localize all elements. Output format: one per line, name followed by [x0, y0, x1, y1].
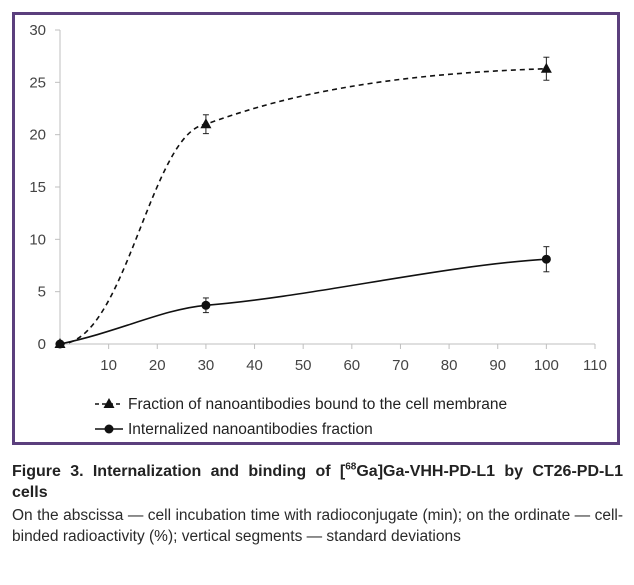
y-tick-label: 30 — [29, 22, 46, 39]
y-tick-label: 10 — [29, 231, 46, 248]
caption-description: On the abscissa — cell incubation time w… — [12, 507, 623, 545]
legend-marker — [103, 398, 115, 408]
y-tick-label: 20 — [29, 127, 46, 144]
y-tick-label: 0 — [38, 336, 46, 353]
figure-caption: Figure 3. Internalization and binding of… — [12, 461, 623, 547]
x-tick-label: 40 — [246, 357, 263, 374]
data-point — [55, 339, 65, 349]
data-point — [200, 118, 212, 129]
x-tick-label: 110 — [583, 357, 607, 374]
chart-series — [54, 56, 552, 349]
chart-axes: 0 5 10 15 20 25 30 10 20 30 40 50 60 70 80 90 100 110 — [29, 22, 607, 374]
data-point — [541, 254, 551, 264]
caption-title-suffix: Ga]Ga-VHH-PD-L1 by CT26-PD-L1 cells — [12, 463, 624, 501]
caption-title: Figure 3. Internalization and binding of… — [12, 461, 623, 503]
x-tick-label: 20 — [149, 357, 166, 374]
y-tick-label: 15 — [29, 179, 46, 196]
data-point — [201, 300, 211, 310]
chart-frame: 0 5 10 15 20 25 30 10 20 30 40 50 60 70 80 90 100 110 Fra… — [12, 12, 620, 445]
y-tick-label: 25 — [29, 74, 46, 91]
x-tick-label: 100 — [534, 357, 559, 374]
legend-label: Internalized nanoantibodies fraction — [128, 421, 373, 438]
legend-label: Fraction of nanoantibodies bound to the … — [128, 396, 507, 413]
x-tick-label: 60 — [343, 357, 360, 374]
x-tick-label: 30 — [198, 357, 215, 374]
x-tick-label: 70 — [392, 357, 409, 374]
legend-marker — [104, 424, 114, 434]
caption-title-superscript: 68 — [345, 461, 357, 473]
x-tick-label: 10 — [100, 357, 117, 374]
x-tick-label: 50 — [295, 357, 312, 374]
x-tick-label: 80 — [441, 357, 458, 374]
x-tick-label: 90 — [489, 357, 506, 374]
series-line-1 — [59, 67, 547, 345]
chart-legend: Fraction of nanoantibodies bound to the … — [95, 396, 507, 438]
y-tick-label: 5 — [38, 284, 46, 301]
data-point — [540, 62, 552, 73]
series-line-2 — [59, 258, 547, 345]
line-chart: 0 5 10 15 20 25 30 10 20 30 40 50 60 70 80 90 100 110 Fra… — [29, 22, 607, 438]
caption-title-prefix: Figure 3. Internalization and binding of… — [12, 463, 346, 480]
